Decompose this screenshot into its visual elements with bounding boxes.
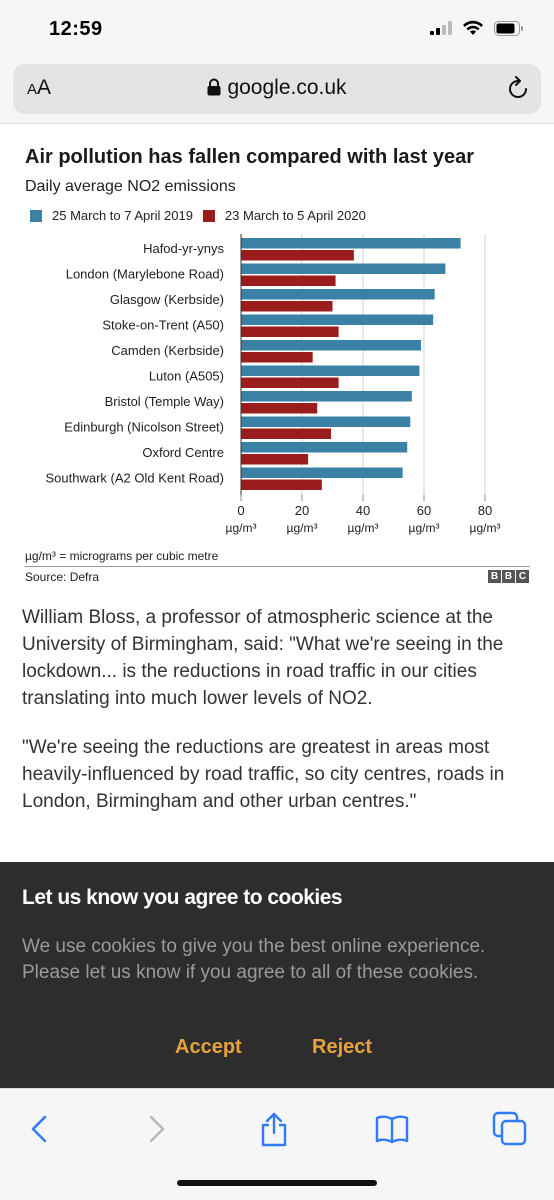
category-label: Hafod-yr-ynys	[143, 241, 224, 256]
legend-item-2019: 25 March to 7 April 2019	[30, 208, 193, 223]
bar-chart: Hafod-yr-ynys London (Marylebone Road) Gla…	[46, 234, 501, 535]
bar-2019	[241, 391, 412, 402]
chart-title: Air pollution has fallen compared with l…	[25, 146, 474, 168]
bbc-logo-letter: B	[488, 570, 501, 583]
bookmarks-icon[interactable]	[374, 1111, 410, 1147]
chart-unit-note: µg/m³ = micrograms per cubic metre	[25, 549, 219, 563]
text-size-small-glyph: A	[27, 81, 38, 98]
legend-swatch-2020	[202, 209, 215, 222]
back-icon[interactable]	[22, 1111, 58, 1147]
text-size-button[interactable]: AA	[27, 76, 51, 100]
tabs-icon[interactable]	[492, 1111, 528, 1147]
wifi-icon	[463, 20, 483, 35]
url-display[interactable]: google.co.uk	[13, 76, 541, 100]
cookie-banner: Let us know you agree to cookies We use …	[0, 862, 554, 1088]
bar-2019	[241, 314, 434, 325]
bar-2020	[241, 250, 354, 261]
status-icons	[430, 20, 524, 36]
bar-2019	[241, 238, 461, 249]
lock-icon	[207, 78, 221, 96]
chart-legend: 25 March to 7 April 2019 23 March to 5 A…	[30, 208, 376, 223]
url-text: google.co.uk	[227, 76, 347, 99]
bbc-logo-letter: C	[516, 570, 529, 583]
category-label: Stoke-on-Trent (A50)	[102, 318, 224, 333]
accept-cookies-button[interactable]: Accept	[175, 1036, 242, 1058]
article-paragraph: "We're seeing the reductions are greates…	[22, 737, 505, 812]
x-tick-unit: µg/m³	[470, 521, 501, 535]
status-time: 12:59	[49, 18, 103, 40]
category-label: Southwark (A2 Old Kent Road)	[46, 471, 224, 486]
chart-source: Source: Defra	[25, 570, 100, 584]
article-paragraph: William Bloss, a professor of atmospheri…	[22, 607, 504, 709]
reload-icon[interactable]	[507, 76, 529, 102]
bar-2020	[241, 275, 336, 286]
x-tick-unit: µg/m³	[348, 521, 379, 535]
category-label: Oxford Centre	[142, 445, 224, 460]
legend-item-2020: 23 March to 5 April 2020	[202, 208, 366, 223]
x-tick-unit: µg/m³	[226, 521, 257, 535]
x-tick-label: 0	[237, 503, 244, 518]
bar-2019	[241, 416, 411, 427]
x-tick-label: 80	[478, 503, 492, 518]
x-tick-unit: µg/m³	[287, 521, 318, 535]
bar-2020	[241, 377, 339, 388]
bbc-logo-letter: B	[502, 570, 515, 583]
home-indicator	[177, 1180, 377, 1186]
category-label: Camden (Kerbside)	[111, 343, 224, 358]
category-label: Edinburgh (Nicolson Street)	[64, 420, 224, 435]
category-label: Luton (A505)	[149, 369, 224, 384]
category-label: Bristol (Temple Way)	[105, 394, 224, 409]
address-bar-area: AA google.co.uk	[0, 60, 554, 124]
x-tick-label: 60	[417, 503, 431, 518]
battery-icon	[494, 20, 523, 36]
bar-2020	[241, 403, 318, 414]
bar-2020	[241, 326, 339, 337]
reject-cookies-button[interactable]: Reject	[312, 1036, 373, 1058]
bar-2019	[241, 467, 403, 478]
bar-2019	[241, 442, 408, 453]
category-label: Glasgow (Kerbside)	[110, 292, 224, 307]
status-bar: 12:59	[0, 0, 554, 60]
x-tick-unit: µg/m³	[409, 521, 440, 535]
share-icon[interactable]	[256, 1111, 292, 1147]
cookie-banner-text: We use cookies to give you the best onli…	[22, 936, 486, 983]
cookie-banner-title: Let us know you agree to cookies	[22, 886, 343, 909]
text-size-large-glyph: A	[37, 76, 52, 99]
category-label: London (Marylebone Road)	[66, 267, 224, 282]
bar-2019	[241, 340, 421, 351]
legend-label-2019: 25 March to 7 April 2019	[52, 208, 193, 223]
bar-2020	[241, 454, 309, 465]
x-tick-label: 40	[356, 503, 370, 518]
forward-icon[interactable]	[138, 1111, 174, 1147]
bar-2019	[241, 263, 446, 274]
x-tick-label: 20	[295, 503, 309, 518]
chart-source-divider	[25, 566, 530, 567]
chart-subtitle: Daily average NO2 emissions	[25, 178, 236, 195]
bar-2020	[241, 352, 313, 363]
bbc-logo: B B C	[488, 570, 529, 583]
article-body: William Bloss, a professor of atmospheri…	[22, 604, 527, 837]
address-bar[interactable]: AA google.co.uk	[13, 64, 541, 114]
bar-2020	[241, 428, 331, 439]
bar-2019	[241, 365, 420, 376]
legend-swatch-2019	[30, 209, 42, 222]
cellular-signal-icon	[430, 21, 452, 35]
bar-2020	[241, 301, 333, 312]
bar-2019	[241, 289, 435, 300]
bar-2020	[241, 479, 322, 490]
legend-label-2020: 23 March to 5 April 2020	[224, 208, 366, 223]
